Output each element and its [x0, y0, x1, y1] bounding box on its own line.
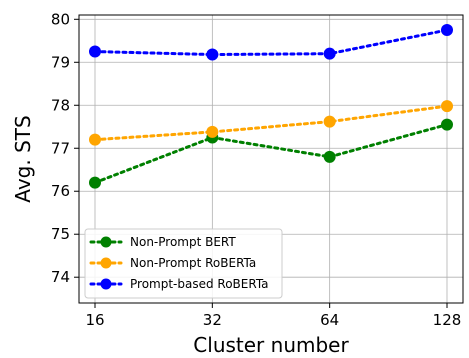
legend-swatch-marker — [100, 236, 112, 248]
legend: Non-Prompt BERT Non-Prompt RoBERTa Prompt-… — [84, 228, 283, 299]
y-tick-label: 80 — [51, 10, 70, 28]
y-tick-label: 77 — [51, 139, 70, 157]
axis-ticks: 16 32 64 128 74 75 76 77 78 79 80 — [51, 10, 461, 329]
series-non-prompt-roberta — [89, 100, 453, 146]
y-axis-title: Avg. STS — [11, 115, 35, 202]
series-prompt-based-roberta — [89, 24, 453, 61]
data-point — [89, 176, 101, 189]
x-tick-label: 32 — [203, 311, 222, 329]
legend-label: Non-Prompt RoBERTa — [130, 256, 256, 270]
data-point — [206, 48, 219, 61]
x-tick-label: 64 — [320, 311, 339, 329]
data-point — [89, 45, 101, 58]
series-group — [89, 24, 453, 189]
data-point — [441, 118, 453, 131]
legend-box — [84, 228, 283, 299]
legend-item: Prompt-based RoBERTa — [89, 277, 269, 291]
series-non-prompt-bert — [89, 118, 453, 189]
legend-items: Non-Prompt BERT Non-Prompt RoBERTa Prompt-… — [89, 235, 269, 291]
data-point — [89, 133, 101, 146]
y-tick-label: 79 — [51, 53, 70, 71]
series-line — [93, 28, 449, 57]
legend-swatch-marker — [100, 257, 112, 269]
data-point — [323, 115, 336, 128]
y-tick-label: 75 — [51, 225, 70, 243]
legend-label: Non-Prompt BERT — [130, 235, 236, 249]
series-line — [93, 123, 449, 185]
data-point — [323, 150, 336, 163]
plot-area-frame — [78, 14, 464, 304]
y-tick-label: 74 — [51, 268, 70, 286]
y-tick-label: 78 — [51, 96, 70, 114]
legend-item: Non-Prompt BERT — [89, 235, 236, 249]
data-point — [206, 125, 219, 138]
y-tick-label: 76 — [51, 182, 70, 200]
x-axis-title: Cluster number — [193, 333, 349, 357]
x-tick-label: 128 — [433, 311, 462, 329]
legend-label: Prompt-based RoBERTa — [130, 277, 269, 291]
series-line — [93, 104, 449, 142]
data-point — [441, 24, 453, 37]
data-point — [323, 47, 336, 60]
legend-item: Non-Prompt RoBERTa — [89, 256, 256, 270]
x-tick-label: 16 — [85, 311, 104, 329]
data-point — [441, 100, 453, 113]
legend-swatch-marker — [100, 278, 112, 290]
